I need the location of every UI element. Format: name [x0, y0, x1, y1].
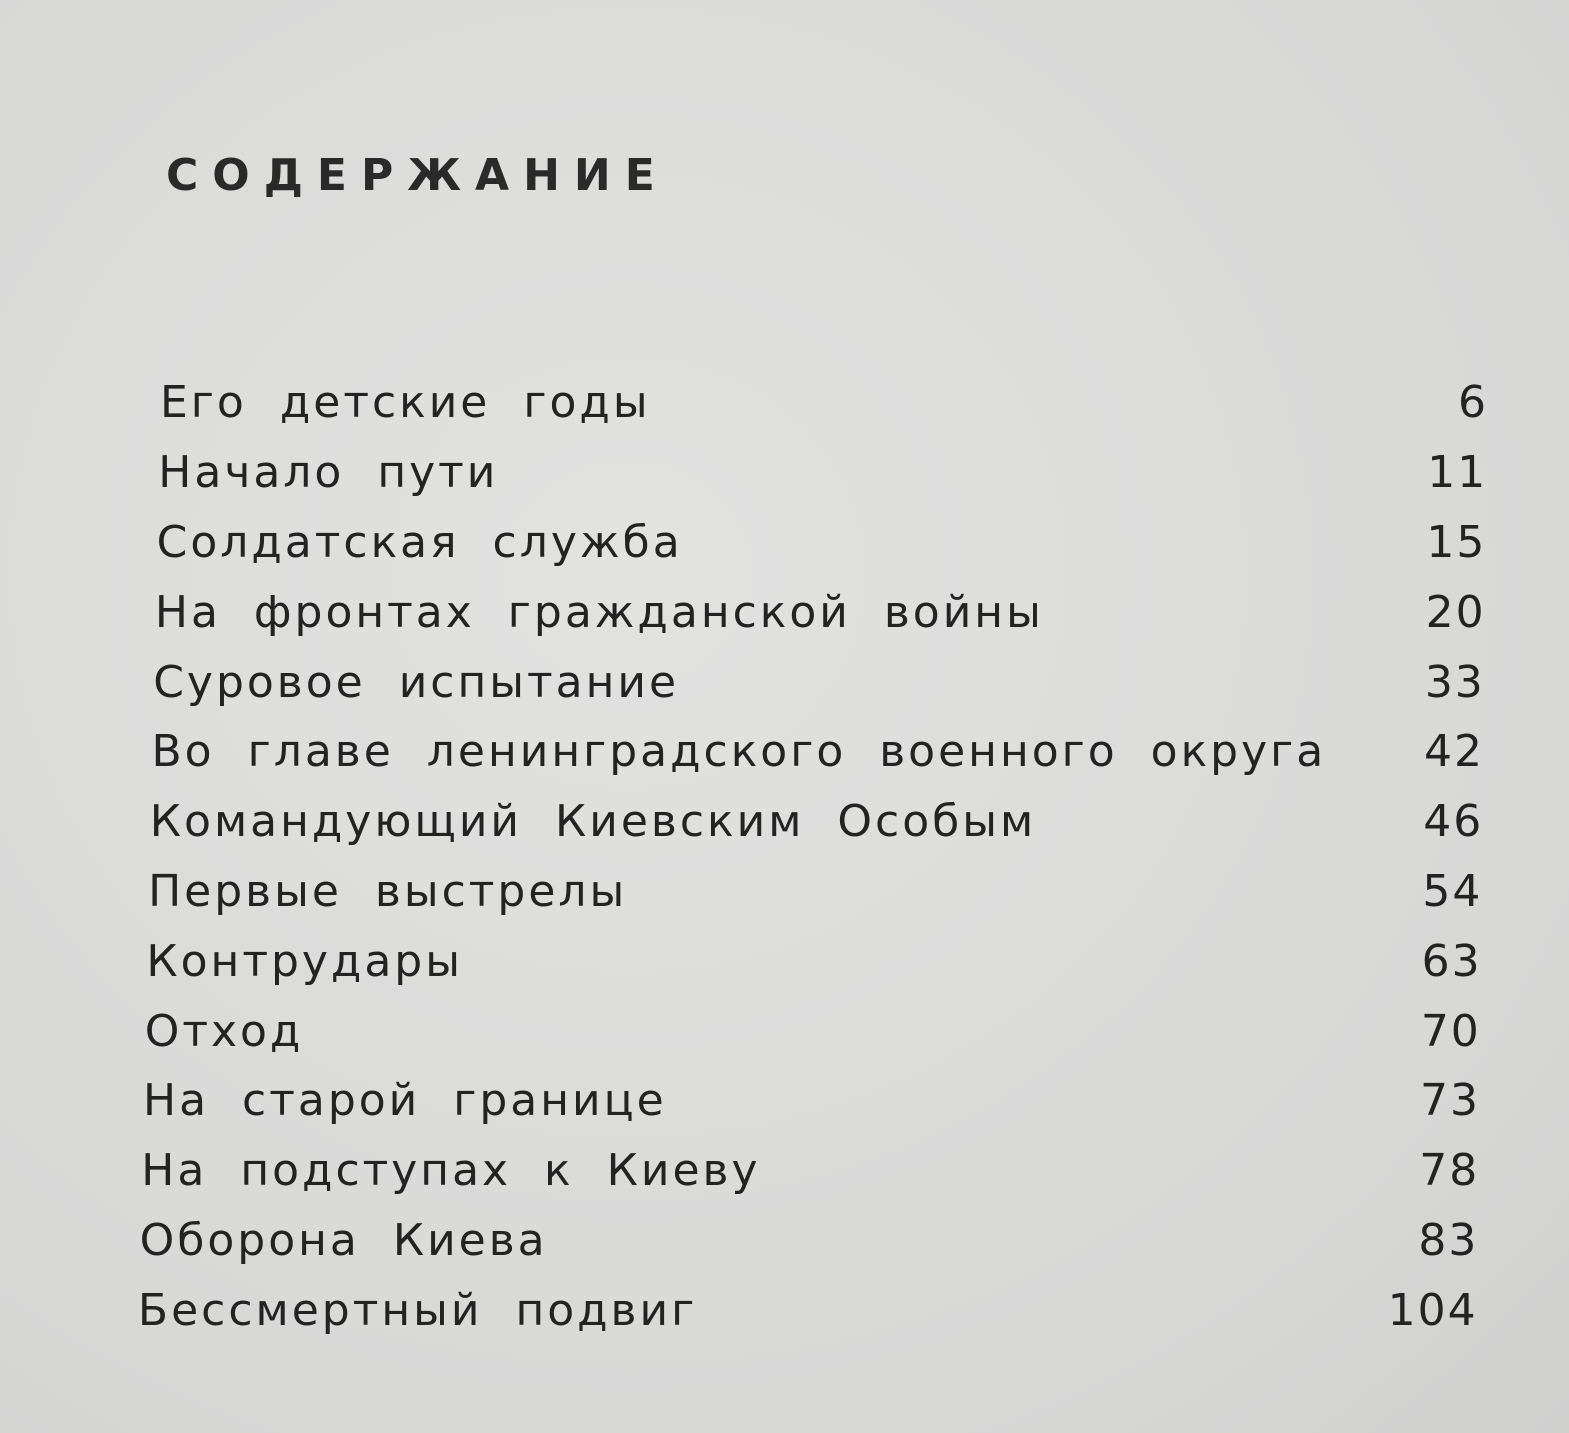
toc-entry: Во главе ленинградского военного округа 4…	[0, 717, 1569, 787]
toc-entry-page: 63	[1421, 935, 1482, 987]
dot-leader	[1050, 823, 1344, 836]
toc-entry-title: Оборона Киева	[139, 1214, 548, 1266]
toc-entry: Контрудары 63	[0, 926, 1569, 996]
toc-entry: Суровое испытание 33	[0, 647, 1569, 717]
table-of-contents: Его детские годы 6 Начало пути 11 Солдатская…	[0, 368, 1569, 1345]
toc-entry-title: На старой границе	[143, 1075, 667, 1127]
toc-entry-page: 46	[1423, 796, 1484, 848]
toc-entry: На подступах к Киеву 78	[0, 1136, 1569, 1206]
toc-entry: На старой границе 73	[0, 1066, 1569, 1136]
dot-leader	[476, 963, 1342, 976]
toc-entry-title: На фронтах гражданской войны	[154, 586, 1044, 638]
toc-entry-page: 15	[1426, 516, 1487, 568]
toc-entry-page: 20	[1425, 586, 1486, 638]
toc-entry: Командующий Киевским Особым 46	[0, 787, 1569, 857]
toc-entry-page: 73	[1420, 1075, 1480, 1127]
toc-entry-page: 70	[1420, 1005, 1481, 1057]
toc-entry-page: 83	[1418, 1214, 1479, 1266]
dot-leader	[512, 474, 1348, 487]
dot-leader	[696, 544, 1347, 557]
toc-entry-title: Командующий Киевским Особым	[149, 796, 1037, 848]
toc-entry-title: Начало пути	[158, 447, 499, 499]
toc-entry-page: 42	[1424, 726, 1484, 778]
toc-entry-title: Суровое испытание	[153, 656, 680, 708]
toc-entry-page: 6	[1458, 377, 1488, 429]
dot-leader	[693, 684, 1345, 697]
dot-leader	[561, 1242, 1339, 1255]
toc-entry-title: Солдатская служба	[156, 516, 683, 568]
dot-leader	[1057, 614, 1346, 627]
toc-entry: На фронтах гражданской войны 20	[0, 577, 1569, 647]
dot-leader	[774, 1172, 1340, 1185]
toc-entry: Начало пути 11	[0, 438, 1569, 508]
toc-entry: Первые выстрелы 54	[0, 857, 1569, 927]
toc-entry-page: 78	[1419, 1145, 1480, 1197]
toc-entry-title: На подступах к Киеву	[141, 1145, 761, 1197]
dot-leader	[1340, 753, 1344, 766]
toc-entry-page: 33	[1424, 656, 1485, 708]
toc-entry: Бессмертный подвиг 104	[0, 1275, 1569, 1345]
toc-entry-title: Его детские годы	[160, 377, 651, 429]
dot-leader	[711, 1312, 1338, 1325]
toc-entry-title: Контрудары	[146, 935, 463, 987]
toc-entry-page: 104	[1387, 1284, 1478, 1336]
toc-entry: Оборона Киева 83	[0, 1206, 1569, 1276]
toc-entry: Отход 70	[0, 996, 1569, 1066]
page-title: СОДЕРЖАНИЕ	[166, 150, 669, 201]
toc-entry-page: 54	[1422, 865, 1483, 917]
dot-leader	[664, 404, 1348, 417]
dot-leader	[680, 1102, 1340, 1115]
toc-entry-title: Первые выстрелы	[148, 865, 628, 917]
toc-entry: Его детские годы 6	[0, 368, 1569, 438]
toc-entry: Солдатская служба 15	[0, 508, 1569, 578]
dot-leader	[317, 1033, 1341, 1046]
toc-entry-page: 11	[1427, 447, 1488, 499]
dot-leader	[641, 893, 1343, 906]
toc-entry-title: Бессмертный подвиг	[137, 1284, 698, 1336]
toc-entry-title: Отход	[144, 1005, 304, 1057]
toc-entry-title: Во главе ленинградского военного округа	[151, 726, 1327, 778]
